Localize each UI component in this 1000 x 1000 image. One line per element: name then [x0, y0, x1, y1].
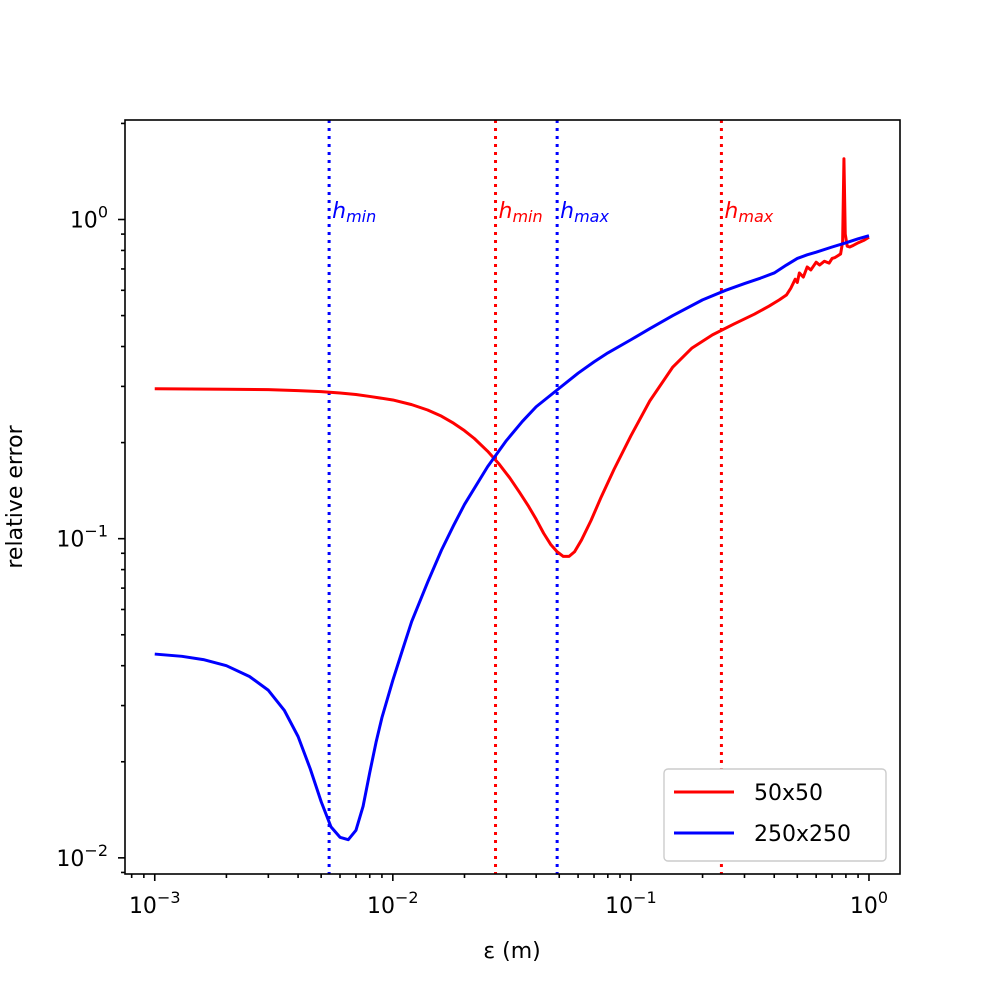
series-layer [154, 157, 870, 842]
x-axis-label: ε (m) [483, 939, 540, 964]
legend: 50x50 250x250 [663, 768, 887, 862]
y-axis-label: relative error [3, 424, 28, 568]
annotation-hmax-3: hmax [724, 199, 773, 226]
plot-area [154, 120, 870, 874]
annotation-hmax-2: hmax [560, 199, 609, 226]
y-tick-label: 100 [70, 203, 108, 234]
legend-label-250x250: 250x250 [754, 822, 851, 847]
x-tick-label: 10−2 [367, 888, 419, 919]
series-line-250x250 [154, 234, 870, 842]
x-tick-label: 10−3 [129, 888, 181, 919]
series-line-50x50 [154, 157, 870, 558]
x-tick-label: 10−1 [605, 888, 657, 919]
x-axis: 10−3 10−2 10−1 100 [129, 874, 888, 919]
y-tick-label: 10−1 [56, 522, 108, 553]
annotation-hmin-0: hmin [332, 199, 376, 226]
y-tick-label: 10−2 [56, 841, 108, 872]
reference-lines [327, 120, 723, 874]
legend-label-50x50: 50x50 [754, 781, 823, 806]
x-tick-label: 100 [850, 888, 888, 919]
plot-frame [124, 119, 901, 875]
annotation-hmin-1: hmin [499, 199, 543, 226]
y-axis: 10−2 10−1 100 [56, 122, 125, 874]
annotations: hmin hmin hmax hmax [332, 199, 774, 226]
